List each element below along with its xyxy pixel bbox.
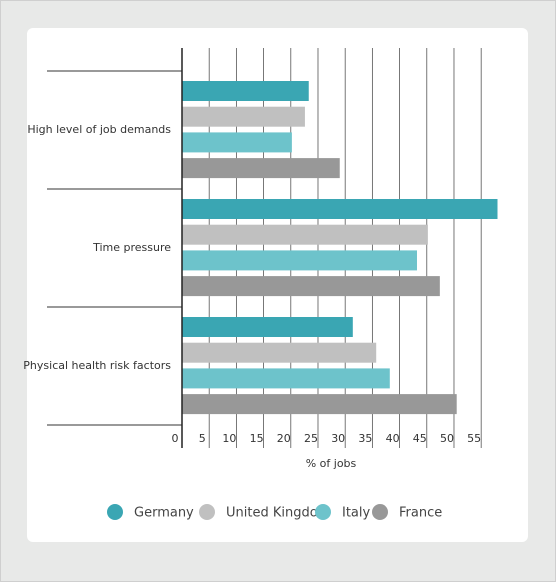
legend-label: Italy	[342, 506, 371, 521]
bar	[182, 158, 340, 179]
bar	[182, 81, 309, 101]
bar	[182, 106, 305, 127]
bar	[182, 342, 377, 363]
x-tick-label: 15	[250, 432, 264, 445]
y-tick-label: Time pressure	[92, 241, 171, 254]
legend-marker	[199, 504, 215, 520]
x-tick-label: 35	[358, 432, 372, 445]
legend: Germany United Kingdom Italy France	[107, 504, 442, 521]
legend-marker	[107, 504, 123, 520]
bar	[182, 368, 390, 389]
legend-label: United Kingdom	[226, 506, 330, 521]
x-tick-label: 40	[386, 432, 400, 445]
x-tick-label: 5	[199, 432, 206, 445]
bar	[182, 276, 440, 297]
x-axis-label: % of jobs	[306, 457, 357, 470]
legend-label: Germany	[134, 506, 194, 521]
x-tick-label: 10	[222, 432, 236, 445]
legend-marker	[372, 504, 388, 520]
x-tick-label: 0	[172, 432, 179, 445]
legend-marker	[315, 504, 331, 520]
bar	[182, 132, 292, 153]
y-tick-label: High level of job demands	[27, 123, 171, 136]
y-tick-label: Physical health risk factors	[23, 359, 171, 372]
x-tick-label: 55	[467, 432, 481, 445]
bar	[182, 250, 417, 271]
x-tick-label: 20	[277, 432, 291, 445]
legend-label: France	[399, 506, 442, 521]
x-tick-label: 45	[413, 432, 427, 445]
x-tick-label: 25	[304, 432, 318, 445]
bar	[182, 394, 457, 415]
x-tick-label: 50	[440, 432, 454, 445]
bar	[182, 199, 498, 219]
bar	[182, 224, 428, 245]
x-tick-label: 30	[331, 432, 345, 445]
bar	[182, 317, 353, 337]
